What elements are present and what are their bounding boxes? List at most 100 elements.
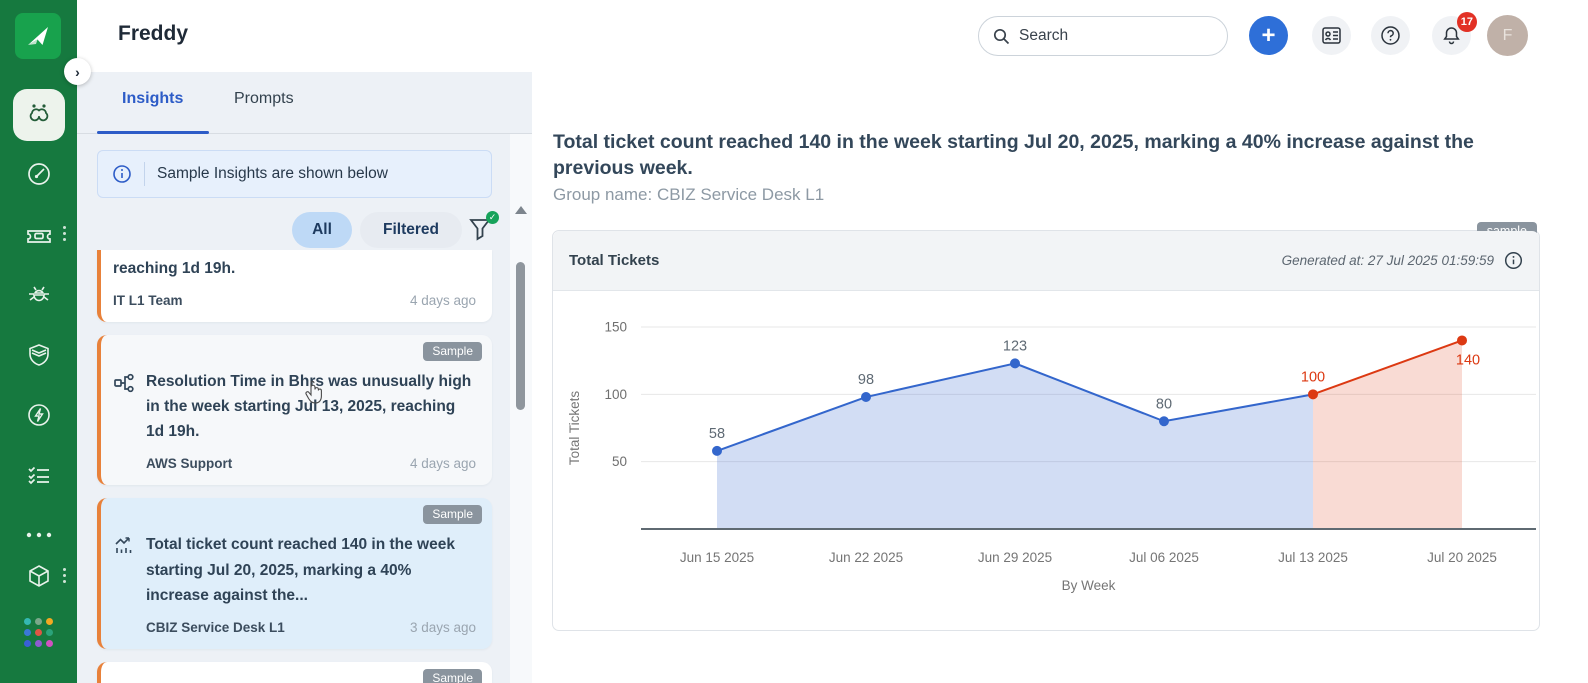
- create-new-button[interactable]: +: [1249, 16, 1288, 55]
- insight-title: reaching 1d 19h.: [113, 260, 236, 277]
- sidebar-item-tickets[interactable]: [0, 222, 77, 255]
- chart-info-icon[interactable]: [1504, 251, 1523, 270]
- svg-text:80: 80: [1156, 396, 1172, 412]
- contacts-button[interactable]: [1312, 16, 1351, 55]
- sample-badge: Sample: [423, 342, 482, 362]
- filter-row: All Filtered ✓: [77, 211, 499, 250]
- panel-tabs: Insights Prompts: [77, 72, 532, 134]
- insight-card[interactable]: Sample Total ticket count reached 140 in…: [97, 498, 492, 649]
- assets-kebab-menu[interactable]: [63, 568, 66, 583]
- tab-prompts[interactable]: Prompts: [234, 90, 294, 107]
- sidebar-item-tasks[interactable]: [0, 461, 77, 494]
- svg-text:Jun 15 2025: Jun 15 2025: [680, 550, 754, 565]
- app-switcher-grid-icon: [24, 618, 53, 647]
- filter-funnel-button[interactable]: ✓: [468, 211, 499, 244]
- sidebar-item-problems[interactable]: [0, 281, 77, 314]
- svg-text:Total Tickets: Total Tickets: [567, 391, 582, 466]
- lightning-bolt-icon: [25, 401, 53, 434]
- search-input[interactable]: Search: [978, 16, 1228, 56]
- svg-text:150: 150: [604, 320, 627, 335]
- scroll-up-arrow[interactable]: [515, 206, 527, 214]
- svg-text:Jul 20 2025: Jul 20 2025: [1427, 550, 1497, 565]
- help-icon: [1380, 25, 1401, 46]
- chart-card: sample Total Tickets Generated at: 27 Ju…: [552, 222, 1540, 631]
- insights-panel: Insights Prompts Sample Insights are sho…: [77, 72, 532, 683]
- bell-icon: [1441, 25, 1462, 46]
- search-placeholder: Search: [1019, 27, 1069, 44]
- svg-text:Jun 29 2025: Jun 29 2025: [978, 550, 1052, 565]
- trend-chart-icon: [113, 532, 135, 607]
- filter-all-button[interactable]: All: [292, 212, 352, 248]
- insight-card[interactable]: Sample Resolution Time in Bhrs was unusu…: [97, 335, 492, 486]
- banner-text: Sample Insights are shown below: [157, 165, 388, 182]
- sample-insights-banner: Sample Insights are shown below: [97, 150, 492, 198]
- info-icon: [112, 164, 132, 184]
- sample-badge: Sample: [423, 505, 482, 525]
- svg-text:100: 100: [604, 387, 627, 402]
- workflow-icon: [113, 369, 135, 444]
- svg-text:Jun 22 2025: Jun 22 2025: [829, 550, 903, 565]
- insight-headline: Total ticket count reached 140 in the we…: [553, 131, 1474, 179]
- ellipsis-icon: [24, 527, 54, 545]
- insight-card[interactable]: reaching 1d 19h. IT L1 Team 4 days ago: [97, 250, 492, 323]
- tickets-kebab-menu[interactable]: [63, 226, 66, 241]
- sidebar-item-assets[interactable]: [0, 562, 77, 595]
- dashboard-gauge-icon: [25, 160, 53, 193]
- ticket-icon: [24, 222, 54, 255]
- svg-text:98: 98: [858, 372, 874, 388]
- filter-applied-check-icon: ✓: [486, 211, 499, 224]
- page-title: Freddy: [118, 22, 189, 45]
- sidebar-rail: [0, 0, 77, 683]
- sidebar-item-security[interactable]: [0, 341, 77, 374]
- notifications-button[interactable]: 17: [1432, 12, 1477, 55]
- sample-badge: Sample: [423, 668, 482, 683]
- svg-text:140: 140: [1456, 352, 1480, 368]
- insight-card[interactable]: Sample: [97, 661, 492, 683]
- insight-title: Resolution Time in Bhrs was unusually hi…: [146, 373, 472, 441]
- banner-divider: [144, 162, 145, 186]
- sidebar-item-more[interactable]: [0, 527, 77, 545]
- scrollbar-thumb[interactable]: [516, 262, 525, 410]
- contacts-icon: [1321, 25, 1342, 46]
- tab-insights[interactable]: Insights: [122, 90, 184, 107]
- help-button[interactable]: [1371, 16, 1410, 55]
- chart-title: Total Tickets: [569, 252, 660, 269]
- sidebar-item-freddy[interactable]: [0, 89, 77, 141]
- freddy-face-icon: [24, 98, 54, 133]
- filter-filtered-button[interactable]: Filtered: [360, 212, 462, 248]
- top-header: Freddy Search + 17 F: [77, 0, 1588, 72]
- insight-group: IT L1 Team: [113, 293, 183, 309]
- cube-icon: [25, 562, 53, 595]
- shield-icon: [25, 341, 53, 374]
- sidebar-item-dashboard[interactable]: [0, 160, 77, 193]
- svg-text:Jul 13 2025: Jul 13 2025: [1278, 550, 1348, 565]
- svg-text:123: 123: [1003, 338, 1027, 354]
- insight-time: 4 days ago: [409, 293, 476, 309]
- active-tab-underline: [97, 131, 209, 134]
- panel-scrollbar: [510, 134, 532, 683]
- app-switcher[interactable]: [0, 618, 77, 647]
- svg-text:100: 100: [1301, 369, 1325, 385]
- insight-group: AWS Support: [146, 456, 233, 472]
- group-name-line: Group name: CBIZ Service Desk L1: [553, 185, 825, 204]
- notification-count-badge: 17: [1456, 12, 1477, 32]
- bug-icon: [25, 281, 53, 314]
- insight-group: CBIZ Service Desk L1: [146, 619, 285, 635]
- expand-panel-button[interactable]: ›: [64, 58, 91, 85]
- insight-title: Total ticket count reached 140 in the we…: [146, 536, 455, 604]
- checklist-icon: [25, 461, 53, 494]
- total-tickets-chart: 50 100 150 58 Jun 15 2025 98 Jun 22 2025 123 Jun…: [567, 320, 1536, 593]
- user-avatar[interactable]: F: [1487, 15, 1528, 56]
- freshworks-logo[interactable]: [15, 13, 61, 59]
- search-icon: [993, 28, 1010, 45]
- main-content: Total ticket count reached 140 in the we…: [532, 72, 1588, 683]
- svg-text:50: 50: [612, 454, 627, 469]
- svg-text:Jul 06 2025: Jul 06 2025: [1129, 550, 1199, 565]
- chart-card-header: Total Tickets Generated at: 27 Jul 2025 …: [553, 231, 1539, 291]
- sidebar-item-automation[interactable]: [0, 401, 77, 434]
- svg-text:58: 58: [709, 426, 725, 442]
- insight-time: 4 days ago: [409, 456, 476, 472]
- chart-plot-area: 50 100 150 58 Jun 15 2025 98 Jun 22 2025 123 Jun…: [553, 291, 1539, 630]
- insight-time: 3 days ago: [409, 619, 476, 635]
- insight-cards-list: reaching 1d 19h. IT L1 Team 4 days ago S…: [77, 250, 510, 683]
